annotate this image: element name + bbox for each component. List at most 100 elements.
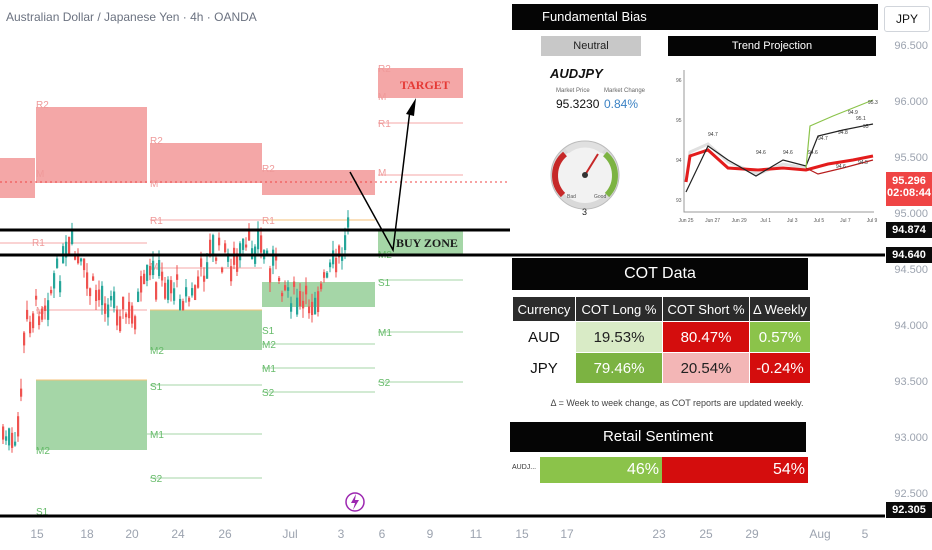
price-tick: 93.500	[894, 376, 928, 388]
cot-footnote: Δ = Week to week change, as COT reports …	[550, 398, 804, 408]
candle-body	[29, 321, 32, 334]
gauge-bad-label: Bad	[567, 194, 576, 200]
candle-body	[278, 277, 281, 282]
trend-point-label: 94.6	[808, 150, 818, 156]
candle-body	[224, 243, 227, 253]
candle-body	[320, 283, 323, 290]
red-zone	[378, 68, 463, 98]
candle-body	[131, 305, 134, 324]
candle-body	[221, 267, 224, 273]
candle-body	[71, 231, 74, 244]
pivot-label: R2	[378, 64, 391, 75]
pivot-label: M	[36, 306, 44, 317]
pivot-label: S1	[262, 326, 275, 337]
pivot-label: M	[378, 92, 386, 103]
candle-body	[296, 297, 299, 315]
pivot-label: M1	[378, 328, 392, 339]
candle-body	[305, 285, 308, 295]
trend-price-line	[685, 123, 874, 193]
candle-body	[239, 243, 242, 261]
trend-point-label: 94.8	[838, 130, 848, 136]
arrow-head	[406, 98, 416, 116]
cot-currency: JPY	[512, 352, 576, 384]
retail-header: Retail Sentiment	[510, 422, 806, 452]
buy-zone-label: BUY ZONE	[396, 236, 458, 250]
pivot-label: M2	[36, 446, 50, 457]
currency-button[interactable]: JPY	[884, 6, 930, 32]
green-zone	[36, 380, 147, 450]
pivot-label: R2	[36, 100, 49, 111]
time-tick: 20	[125, 527, 139, 541]
pivot-label: M	[36, 169, 44, 180]
candle-body	[281, 292, 284, 297]
market-change-label: Market Change	[604, 88, 646, 94]
candle-body	[170, 280, 173, 294]
price-tick: 95.000	[894, 208, 928, 220]
candle-body	[44, 305, 47, 311]
candle-body	[77, 256, 80, 264]
trend-point-label: 94.5	[858, 160, 868, 166]
trend-point-label: 94.6	[783, 150, 793, 156]
time-tick: 18	[80, 527, 94, 541]
trend-bear-line	[805, 159, 874, 175]
trend-y-tick: 95	[676, 118, 682, 124]
candle-body	[266, 250, 269, 256]
candle-body	[314, 297, 317, 315]
price-tick: 94.500	[894, 264, 928, 276]
candle-body	[50, 289, 53, 294]
candle-countdown: 02:08:44	[886, 187, 932, 199]
candle-body	[140, 276, 143, 293]
pivot-label: S1	[150, 382, 163, 393]
candle-body	[236, 253, 239, 272]
candle-body	[218, 237, 221, 246]
time-tick: 25	[699, 527, 713, 541]
bias-badge: Neutral	[541, 36, 641, 56]
candle-body	[176, 274, 179, 280]
red-zone	[0, 158, 35, 198]
candle-body	[125, 313, 128, 318]
time-tick: 3	[337, 527, 345, 541]
candle-body	[74, 255, 77, 260]
pivot-label: R1	[378, 119, 391, 130]
time-tick: Aug	[809, 527, 831, 541]
candle-body	[35, 295, 38, 300]
pivot-label: S1	[36, 507, 49, 518]
pivot-label: M	[378, 168, 386, 179]
pivot-label: S2	[262, 388, 275, 399]
candle-body	[149, 266, 152, 276]
pivot-label: S2	[150, 474, 163, 485]
candle-body	[95, 290, 98, 301]
market-price-label: Market Price	[556, 88, 590, 94]
candle-body	[230, 266, 233, 282]
candle-body	[323, 272, 326, 278]
time-tick: 6	[378, 527, 386, 541]
candle-body	[47, 300, 50, 320]
candle-body	[152, 260, 155, 276]
chart-title: Australian Dollar / Japanese Yen · 4h · …	[6, 10, 257, 24]
candle-body	[122, 296, 125, 310]
candle-body	[104, 303, 107, 314]
trend-point-label: 94.9	[848, 110, 858, 116]
trend-x-tick: Jul 9	[867, 218, 878, 224]
red-zone	[262, 170, 375, 195]
trend-x-tick: Jul 5	[814, 218, 825, 224]
candle-body	[20, 388, 23, 397]
candle-body	[65, 241, 68, 258]
candle-body	[206, 262, 209, 279]
red-zone	[150, 143, 262, 183]
candle-body	[179, 298, 182, 311]
trend-y-tick: 93	[676, 198, 682, 204]
candle-body	[287, 287, 290, 291]
time-tick: Jul	[282, 527, 298, 541]
candle-body	[242, 238, 245, 250]
current-price-value: 95.296	[892, 175, 926, 187]
market-price: 95.3230	[556, 97, 600, 111]
candle-body	[344, 235, 347, 251]
retail-long-bar: 46%	[540, 457, 662, 483]
table-row: AUD 19.53% 80.47% 0.57%	[512, 321, 811, 353]
price-tick: 93.000	[894, 432, 928, 444]
trend-band	[684, 142, 807, 183]
candle-body	[185, 287, 188, 297]
time-tick: 15	[515, 527, 529, 541]
